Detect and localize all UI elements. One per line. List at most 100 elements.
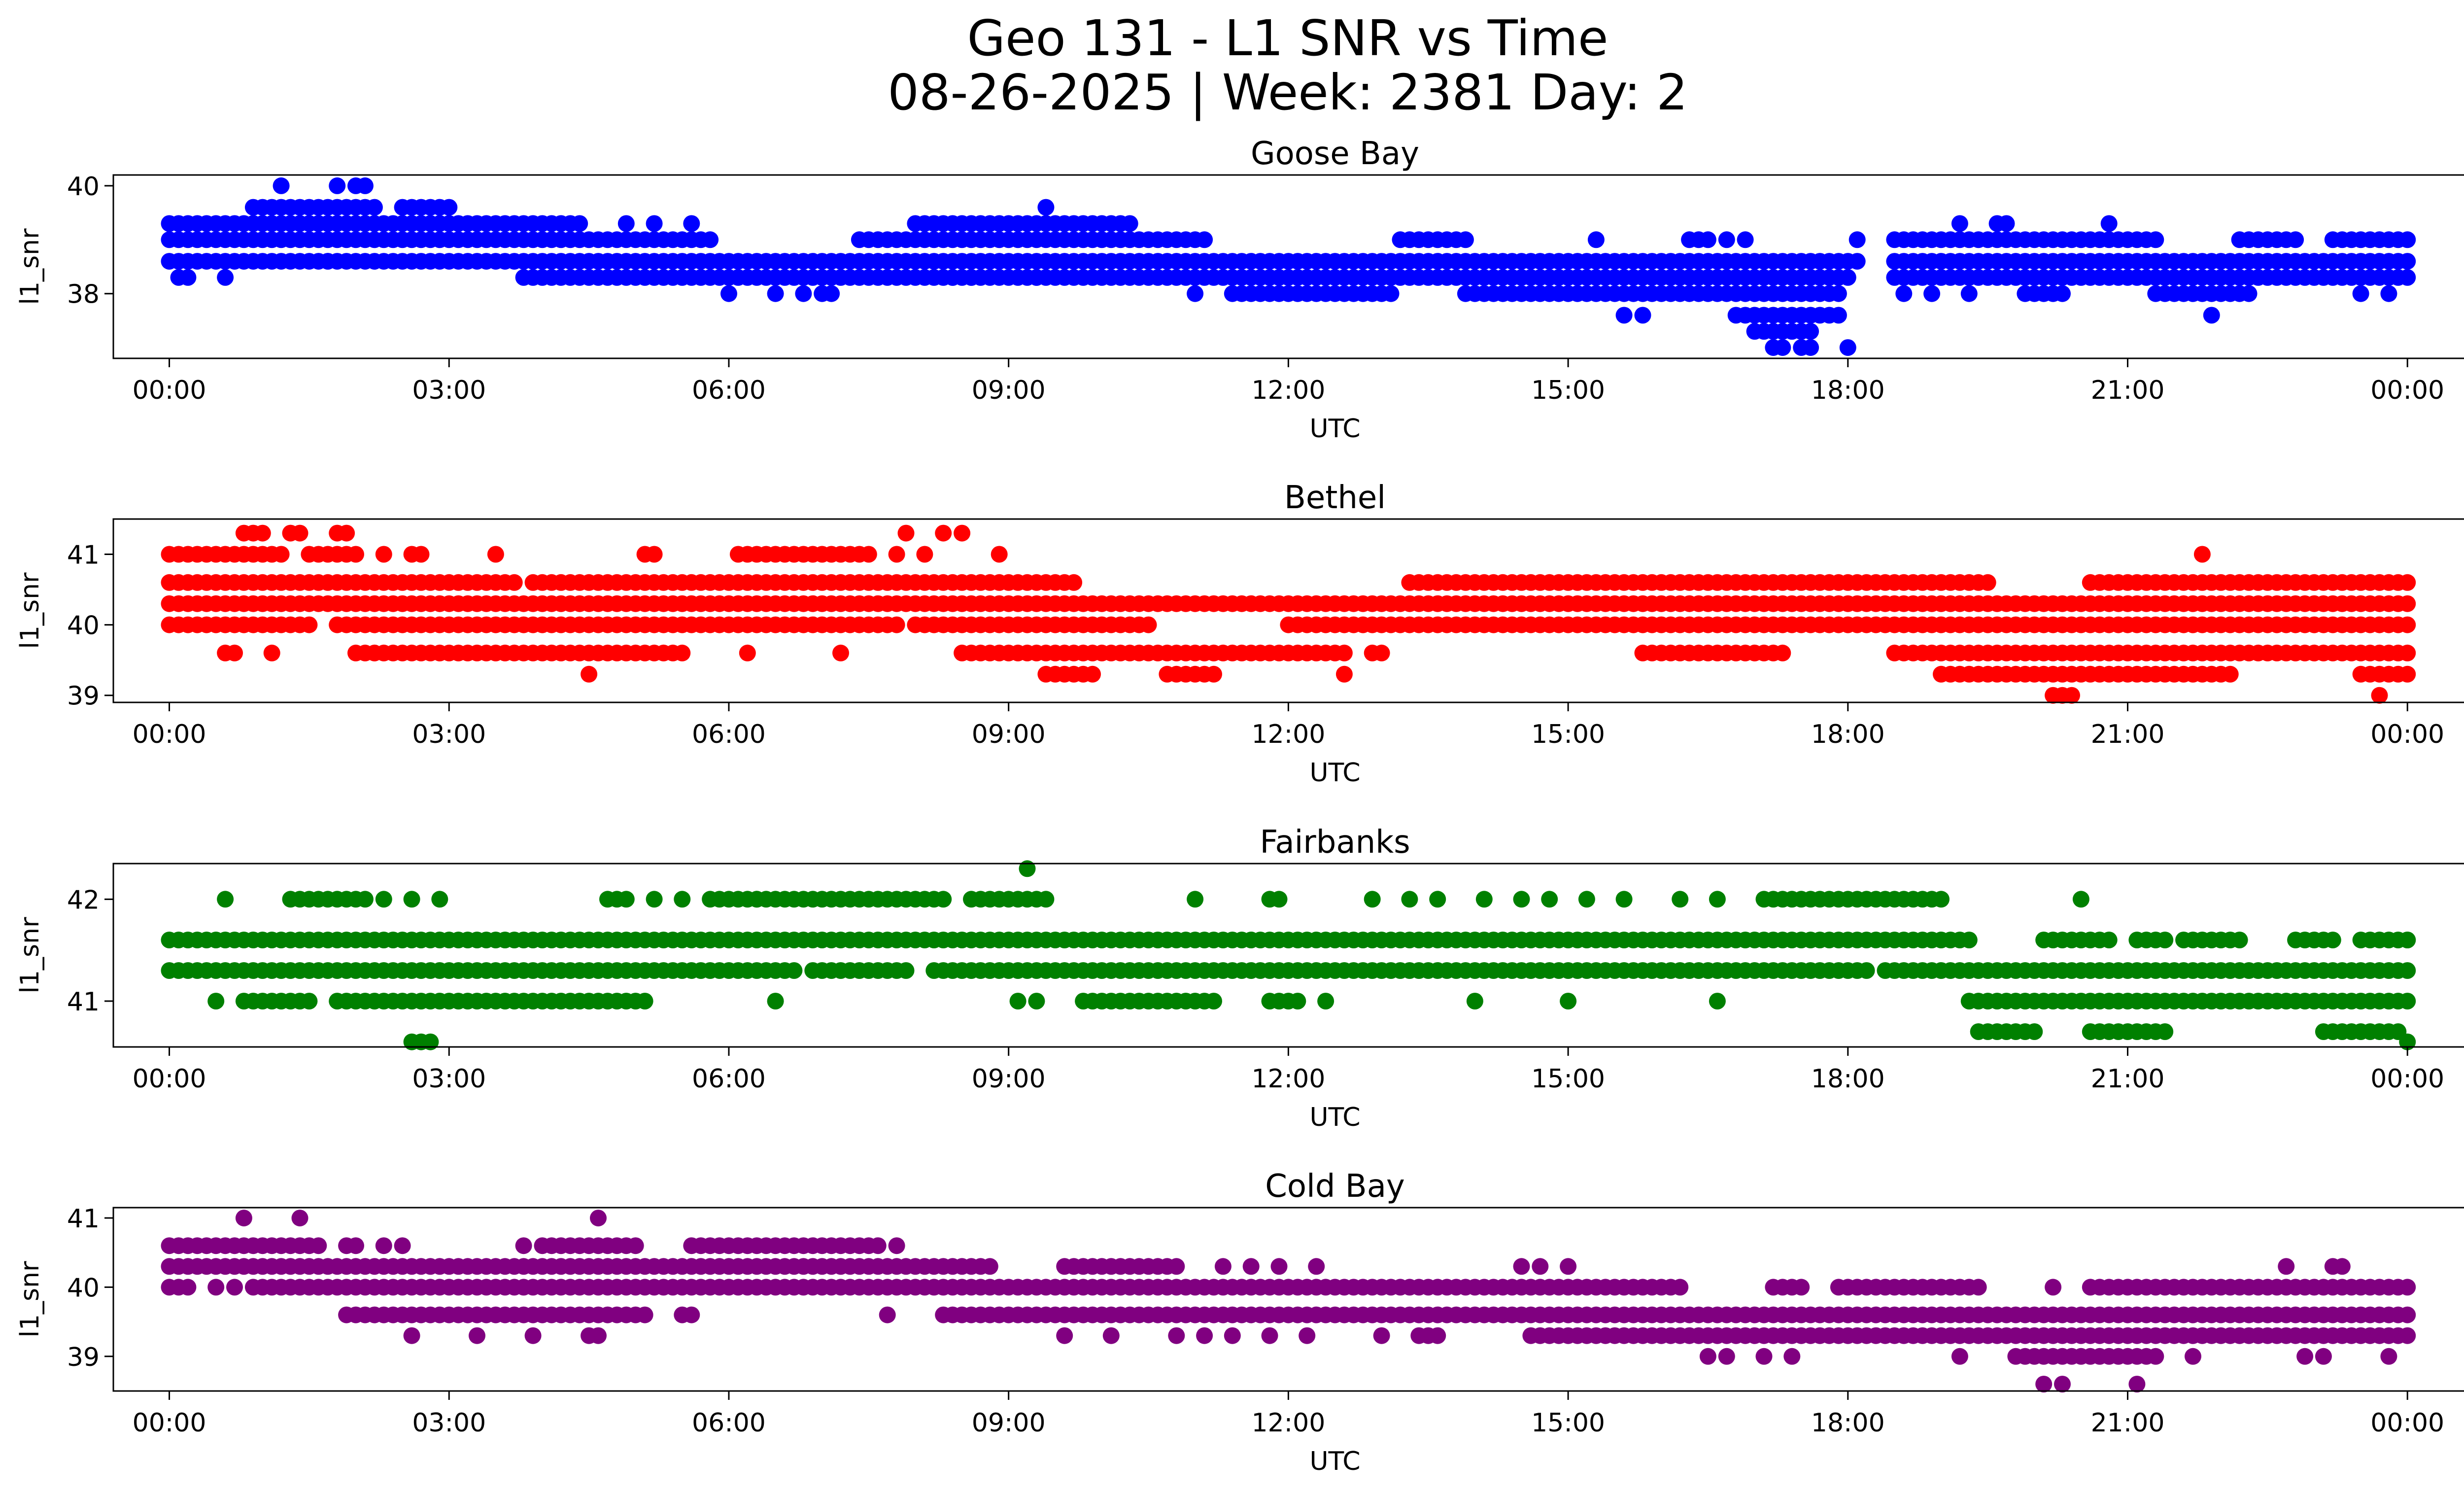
data-point <box>2026 1023 2043 1040</box>
data-point <box>981 1258 998 1275</box>
data-point <box>226 1279 243 1296</box>
axes-frame <box>112 518 2464 703</box>
data-point <box>2399 962 2416 979</box>
data-point <box>1634 307 1651 324</box>
data-point <box>1466 993 1483 1009</box>
x-tick-label: 00:00 <box>133 1064 206 1094</box>
data-point <box>1933 891 1950 908</box>
data-point <box>1951 1348 1968 1365</box>
data-point <box>217 269 234 286</box>
data-point <box>310 1237 327 1254</box>
data-point <box>1140 616 1157 633</box>
x-tick-label: 21:00 <box>2091 1064 2165 1094</box>
axes-frame <box>112 174 2464 359</box>
data-point <box>1475 891 1493 908</box>
data-point <box>1028 993 1045 1009</box>
data-point <box>235 1210 252 1227</box>
data-point <box>2240 285 2258 302</box>
data-point <box>1541 891 1558 908</box>
data-point <box>2399 231 2416 248</box>
x-tick-label: 06:00 <box>692 376 766 405</box>
data-point <box>1056 1327 1073 1344</box>
data-point <box>1615 307 1633 324</box>
data-point <box>888 1237 905 1254</box>
data-point <box>1960 932 1978 948</box>
data-point <box>403 1327 420 1344</box>
data-point <box>646 546 663 563</box>
panel-cold-bay: 00:00 03:00 06:00 09:00 12:00 15:00 18:00 21:00… <box>15 1168 2464 1476</box>
data-point <box>1765 339 1782 356</box>
x-tick-label: 18:00 <box>1811 376 1885 405</box>
y-axis-label: l1_snr <box>15 228 45 305</box>
subplot-title: Fairbanks <box>1260 824 1410 861</box>
data-point <box>226 644 243 661</box>
data-point <box>375 546 392 563</box>
data-point <box>1335 665 1353 683</box>
data-point <box>1970 1279 1987 1296</box>
data-point <box>2399 1327 2416 1344</box>
data-point <box>1737 231 1754 248</box>
figure-title: Geo 131 - L1 SNR vs Time <box>967 9 1608 67</box>
data-point <box>2380 1348 2397 1365</box>
data-point <box>338 524 355 542</box>
data-point <box>767 993 784 1009</box>
data-point <box>944 269 961 286</box>
data-point <box>422 1033 439 1050</box>
data-point <box>1373 644 1390 661</box>
data-point <box>254 524 271 542</box>
x-tick-label: 03:00 <box>412 1064 486 1094</box>
data-point <box>2156 1023 2174 1040</box>
axes-frame <box>112 863 2464 1048</box>
x-tick-label: 06:00 <box>692 1408 766 1438</box>
data-point <box>1848 231 1866 248</box>
data-point <box>860 546 877 563</box>
data-point <box>2045 1279 2062 1296</box>
panel-fairbanks: 00:00 03:00 06:00 09:00 12:00 15:00 18:00 21:00… <box>15 824 2464 1132</box>
x-tick-label: 09:00 <box>972 1064 1046 1094</box>
data-point <box>2333 1258 2351 1275</box>
data-point <box>2128 1376 2146 1392</box>
x-axis-label: UTC <box>1309 1103 1360 1132</box>
data-point <box>1270 891 1288 908</box>
y-tick-label: 41 <box>67 1204 100 1234</box>
data-point <box>207 1279 225 1296</box>
data-point <box>347 546 364 563</box>
data-point <box>1028 269 1045 286</box>
data-point <box>1196 1327 1213 1344</box>
data-point <box>823 285 840 302</box>
data-point <box>412 546 430 563</box>
data-point <box>1839 269 1856 286</box>
y-tick-label: 42 <box>67 885 100 915</box>
data-point <box>935 524 952 542</box>
data-point <box>590 1210 607 1227</box>
subplot-title: Goose Bay <box>1251 136 1419 172</box>
x-tick-label: 00:00 <box>133 1408 206 1438</box>
data-points <box>161 177 2416 356</box>
data-point <box>1848 253 1866 270</box>
data-point <box>2278 1258 2295 1275</box>
data-point <box>375 891 392 908</box>
panel-bethel: 00:00 03:00 06:00 09:00 12:00 15:00 18:00 21:00… <box>15 480 2464 788</box>
data-point <box>1718 231 1735 248</box>
data-point <box>2193 546 2211 563</box>
data-point <box>2399 932 2416 948</box>
data-point <box>617 891 635 908</box>
data-point <box>2399 993 2416 1009</box>
data-point <box>1858 962 1875 979</box>
data-point <box>1196 231 1213 248</box>
data-point <box>2185 1348 2201 1365</box>
data-point <box>1224 1327 1241 1344</box>
x-tick-label: 21:00 <box>2091 376 2165 405</box>
data-point <box>329 177 346 194</box>
data-point <box>674 644 691 661</box>
data-point <box>2054 285 2071 302</box>
data-point <box>469 1327 485 1344</box>
data-point <box>1718 1348 1735 1365</box>
data-point <box>1895 285 1913 302</box>
data-point <box>1242 1258 1260 1275</box>
data-point <box>1429 891 1446 908</box>
data-point <box>394 1237 411 1254</box>
x-tick-label: 15:00 <box>1531 1064 1605 1094</box>
data-point <box>646 215 663 232</box>
x-tick-label: 15:00 <box>1531 1408 1605 1438</box>
